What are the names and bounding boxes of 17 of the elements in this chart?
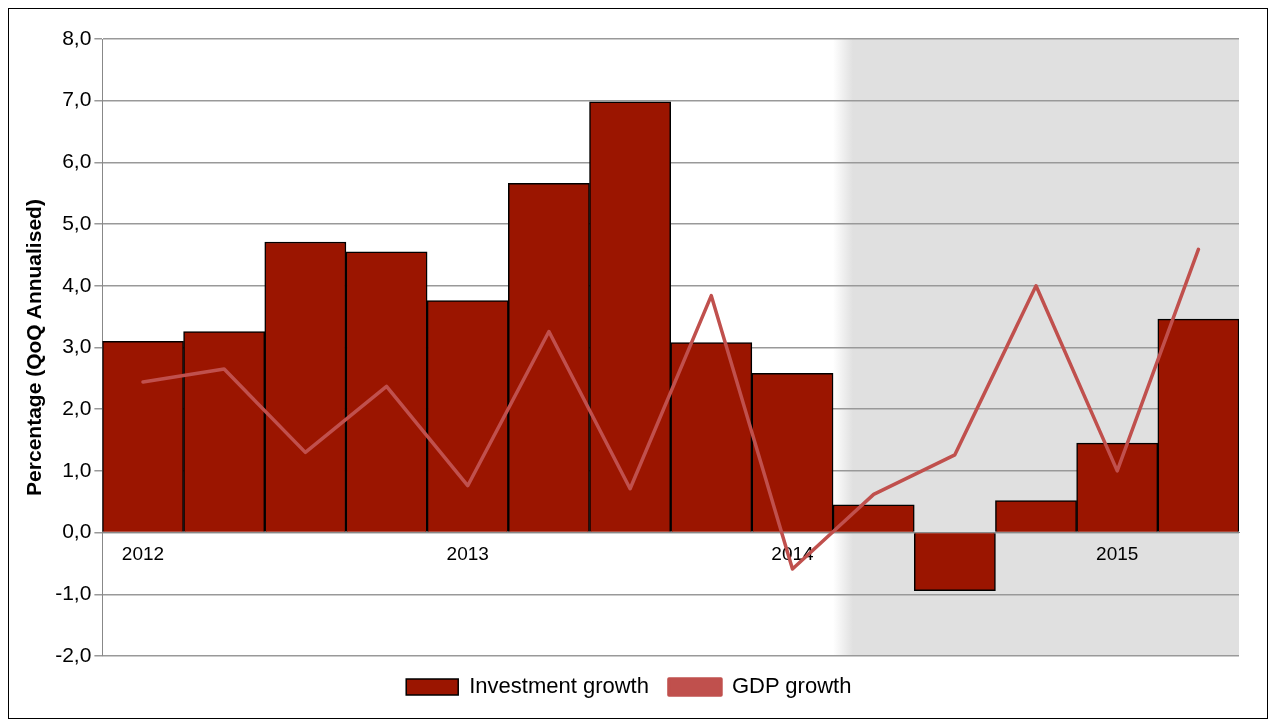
y-tick-label: 3,0 [62, 334, 92, 358]
y-tick-label: -2,0 [55, 642, 92, 666]
legend-label: GDP growth [731, 673, 852, 699]
y-axis-title: Percentage (QoQ Annualised) [22, 199, 46, 496]
x-tick-label: 2015 [1096, 543, 1139, 565]
y-tick-label: -1,0 [55, 581, 92, 605]
legend-label: Investment growth [469, 673, 649, 699]
y-tick-label: 5,0 [62, 210, 92, 234]
y-tick-label: 7,0 [62, 87, 92, 111]
y-tick-label: 6,0 [62, 149, 92, 173]
y-tick-label: 4,0 [62, 272, 92, 296]
y-tick-label: 0,0 [62, 519, 92, 543]
y-tick-label: 8,0 [62, 25, 92, 49]
y-tick-label: 2,0 [62, 396, 92, 419]
y-tick-label: 1,0 [62, 457, 92, 481]
x-tick-label: 2012 [121, 543, 165, 565]
x-tick-label: 2013 [446, 543, 489, 565]
